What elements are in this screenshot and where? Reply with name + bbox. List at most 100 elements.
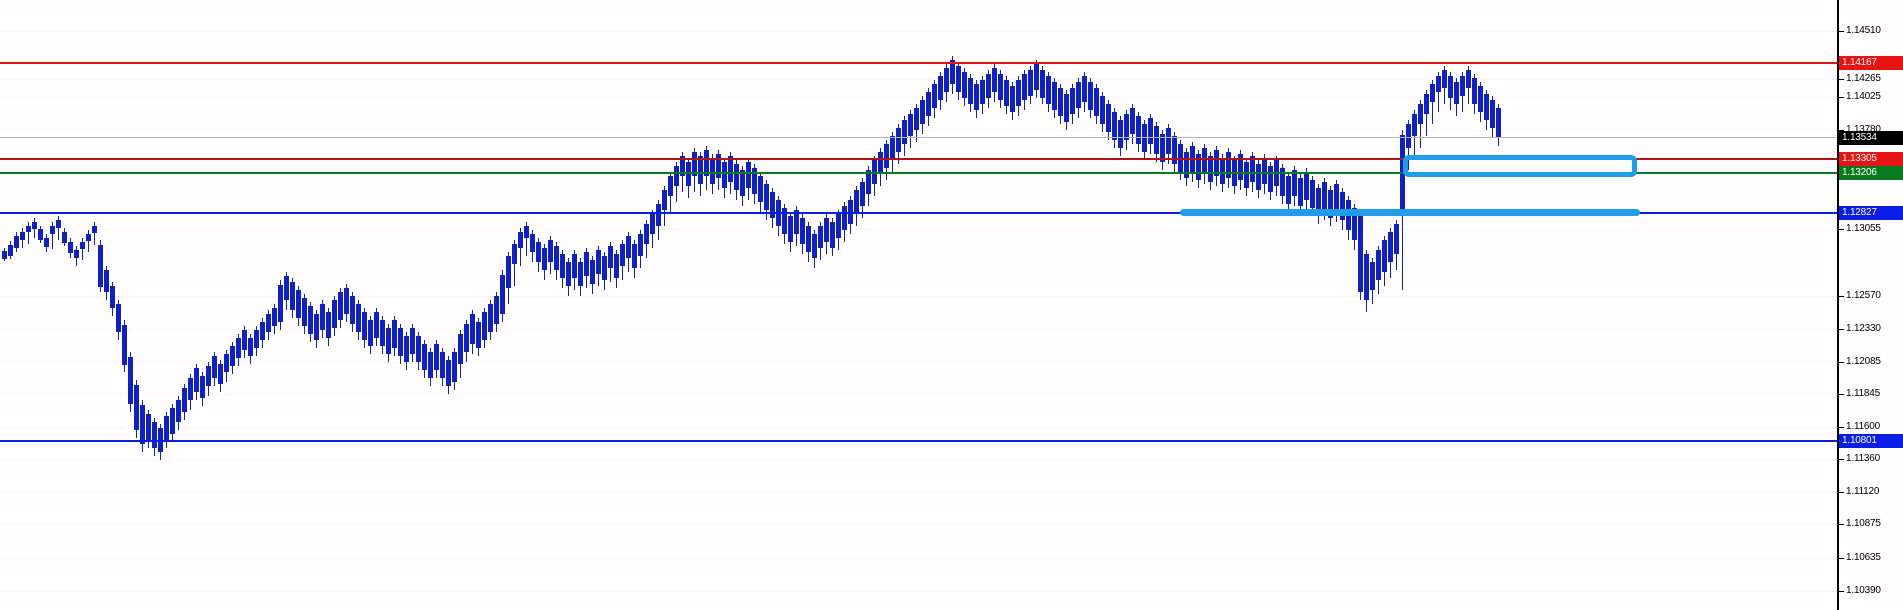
axis-label: 1.10390 bbox=[1846, 585, 1881, 596]
candle-body bbox=[950, 60, 955, 84]
candle-body bbox=[380, 320, 385, 346]
candle-body bbox=[878, 152, 883, 174]
price-tag-support-blue-low[interactable]: 1.10801 bbox=[1839, 434, 1903, 448]
candle-body bbox=[566, 262, 571, 286]
candle-body bbox=[854, 190, 859, 214]
candle-body bbox=[1058, 88, 1063, 116]
candle-body bbox=[1052, 82, 1057, 110]
candle-body bbox=[1484, 94, 1489, 120]
candle-body bbox=[980, 80, 985, 104]
candle-body bbox=[1124, 114, 1129, 140]
resistance-line-upper[interactable] bbox=[0, 62, 1837, 64]
candle-body bbox=[1238, 154, 1243, 180]
candle-body bbox=[74, 250, 79, 258]
candle-body bbox=[836, 214, 841, 238]
candle-body bbox=[896, 128, 901, 152]
candle-body bbox=[1466, 70, 1471, 88]
candle-body bbox=[890, 136, 895, 160]
candle-body bbox=[1226, 152, 1231, 178]
candle-body bbox=[224, 354, 229, 372]
candle-body bbox=[200, 376, 205, 398]
candle-body bbox=[290, 282, 295, 310]
support-line-blue-low[interactable] bbox=[0, 440, 1837, 442]
candle-body bbox=[1454, 82, 1459, 104]
price-tag-support-blue[interactable]: 1.12827 bbox=[1839, 206, 1903, 220]
candle-body bbox=[1046, 76, 1051, 104]
price-tag-current-price[interactable]: 1.13534 bbox=[1839, 131, 1903, 145]
candle-body bbox=[110, 286, 115, 308]
gridline-3 bbox=[0, 130, 1837, 131]
axis-label: 1.14025 bbox=[1846, 91, 1881, 102]
price-axis[interactable]: 1.14510 1.14265 1.14025 1.13780 1.13055 1.125… bbox=[1837, 0, 1903, 610]
candle-body bbox=[728, 156, 733, 182]
gridline-10 bbox=[0, 459, 1837, 460]
support-line-blue[interactable] bbox=[0, 212, 1837, 214]
candle-body bbox=[554, 246, 559, 270]
candle-body bbox=[1172, 136, 1177, 164]
support-zone-line[interactable] bbox=[1180, 209, 1640, 216]
candle-body bbox=[230, 346, 235, 366]
candle-body bbox=[344, 288, 349, 314]
candle-body bbox=[992, 68, 997, 92]
candle-body bbox=[956, 66, 961, 92]
candle-body bbox=[518, 232, 523, 248]
candle-body bbox=[1280, 168, 1285, 196]
candle-body bbox=[704, 150, 709, 176]
candle-body bbox=[1406, 124, 1411, 148]
gridline-4 bbox=[0, 229, 1837, 230]
current-price-line[interactable] bbox=[0, 137, 1837, 138]
candle-body bbox=[824, 218, 829, 242]
candle-body bbox=[722, 162, 727, 188]
candle-body bbox=[602, 256, 607, 280]
candle-body bbox=[92, 226, 97, 233]
candle-body bbox=[464, 324, 469, 352]
candle-body bbox=[1424, 94, 1429, 114]
axis-tick bbox=[1839, 394, 1844, 395]
chart-plot-area[interactable] bbox=[0, 0, 1837, 610]
candle-body bbox=[194, 368, 199, 392]
candle-body bbox=[920, 100, 925, 124]
candle-body bbox=[122, 325, 127, 365]
candle-body bbox=[998, 74, 1003, 100]
candle-body bbox=[1040, 70, 1045, 98]
candle-body bbox=[134, 385, 139, 430]
candle-body bbox=[596, 250, 601, 274]
candle-body bbox=[1250, 156, 1255, 182]
candle-body bbox=[1064, 94, 1069, 122]
candle-body bbox=[1256, 164, 1261, 190]
candle-body bbox=[842, 206, 847, 230]
price-tag-resistance-upper[interactable]: 1.14167 bbox=[1839, 56, 1903, 70]
candle-body bbox=[962, 72, 967, 98]
candle-body bbox=[1418, 104, 1423, 124]
candle-body bbox=[1334, 184, 1339, 212]
candle-body bbox=[650, 214, 655, 234]
candle-body bbox=[422, 344, 427, 370]
candle-body bbox=[1448, 76, 1453, 98]
supply-zone-box[interactable] bbox=[1403, 155, 1637, 177]
resistance-line-lower[interactable] bbox=[0, 158, 1837, 160]
candle-body bbox=[506, 256, 511, 288]
gridline-6 bbox=[0, 329, 1837, 330]
candle-body bbox=[14, 236, 19, 248]
candle-body bbox=[428, 352, 433, 378]
price-tag-resistance-lower[interactable]: 1.13305 bbox=[1839, 152, 1903, 166]
candle-body bbox=[710, 158, 715, 184]
candle-body bbox=[656, 204, 661, 226]
candle-body bbox=[644, 224, 649, 244]
candle-body bbox=[638, 234, 643, 256]
candle-body bbox=[1316, 188, 1321, 216]
candle-body bbox=[1364, 254, 1369, 300]
candle-body bbox=[338, 292, 343, 320]
gridline-8 bbox=[0, 394, 1837, 395]
candle-body bbox=[764, 184, 769, 210]
candle-body bbox=[140, 405, 145, 444]
candle-body bbox=[800, 218, 805, 244]
support-line-green[interactable] bbox=[0, 172, 1837, 174]
candle-body bbox=[182, 388, 187, 412]
candle-body bbox=[1130, 108, 1135, 134]
candle-body bbox=[188, 378, 193, 400]
price-tag-support-green[interactable]: 1.13206 bbox=[1839, 166, 1903, 180]
candle-body bbox=[1412, 114, 1417, 136]
candle-body bbox=[926, 92, 931, 116]
